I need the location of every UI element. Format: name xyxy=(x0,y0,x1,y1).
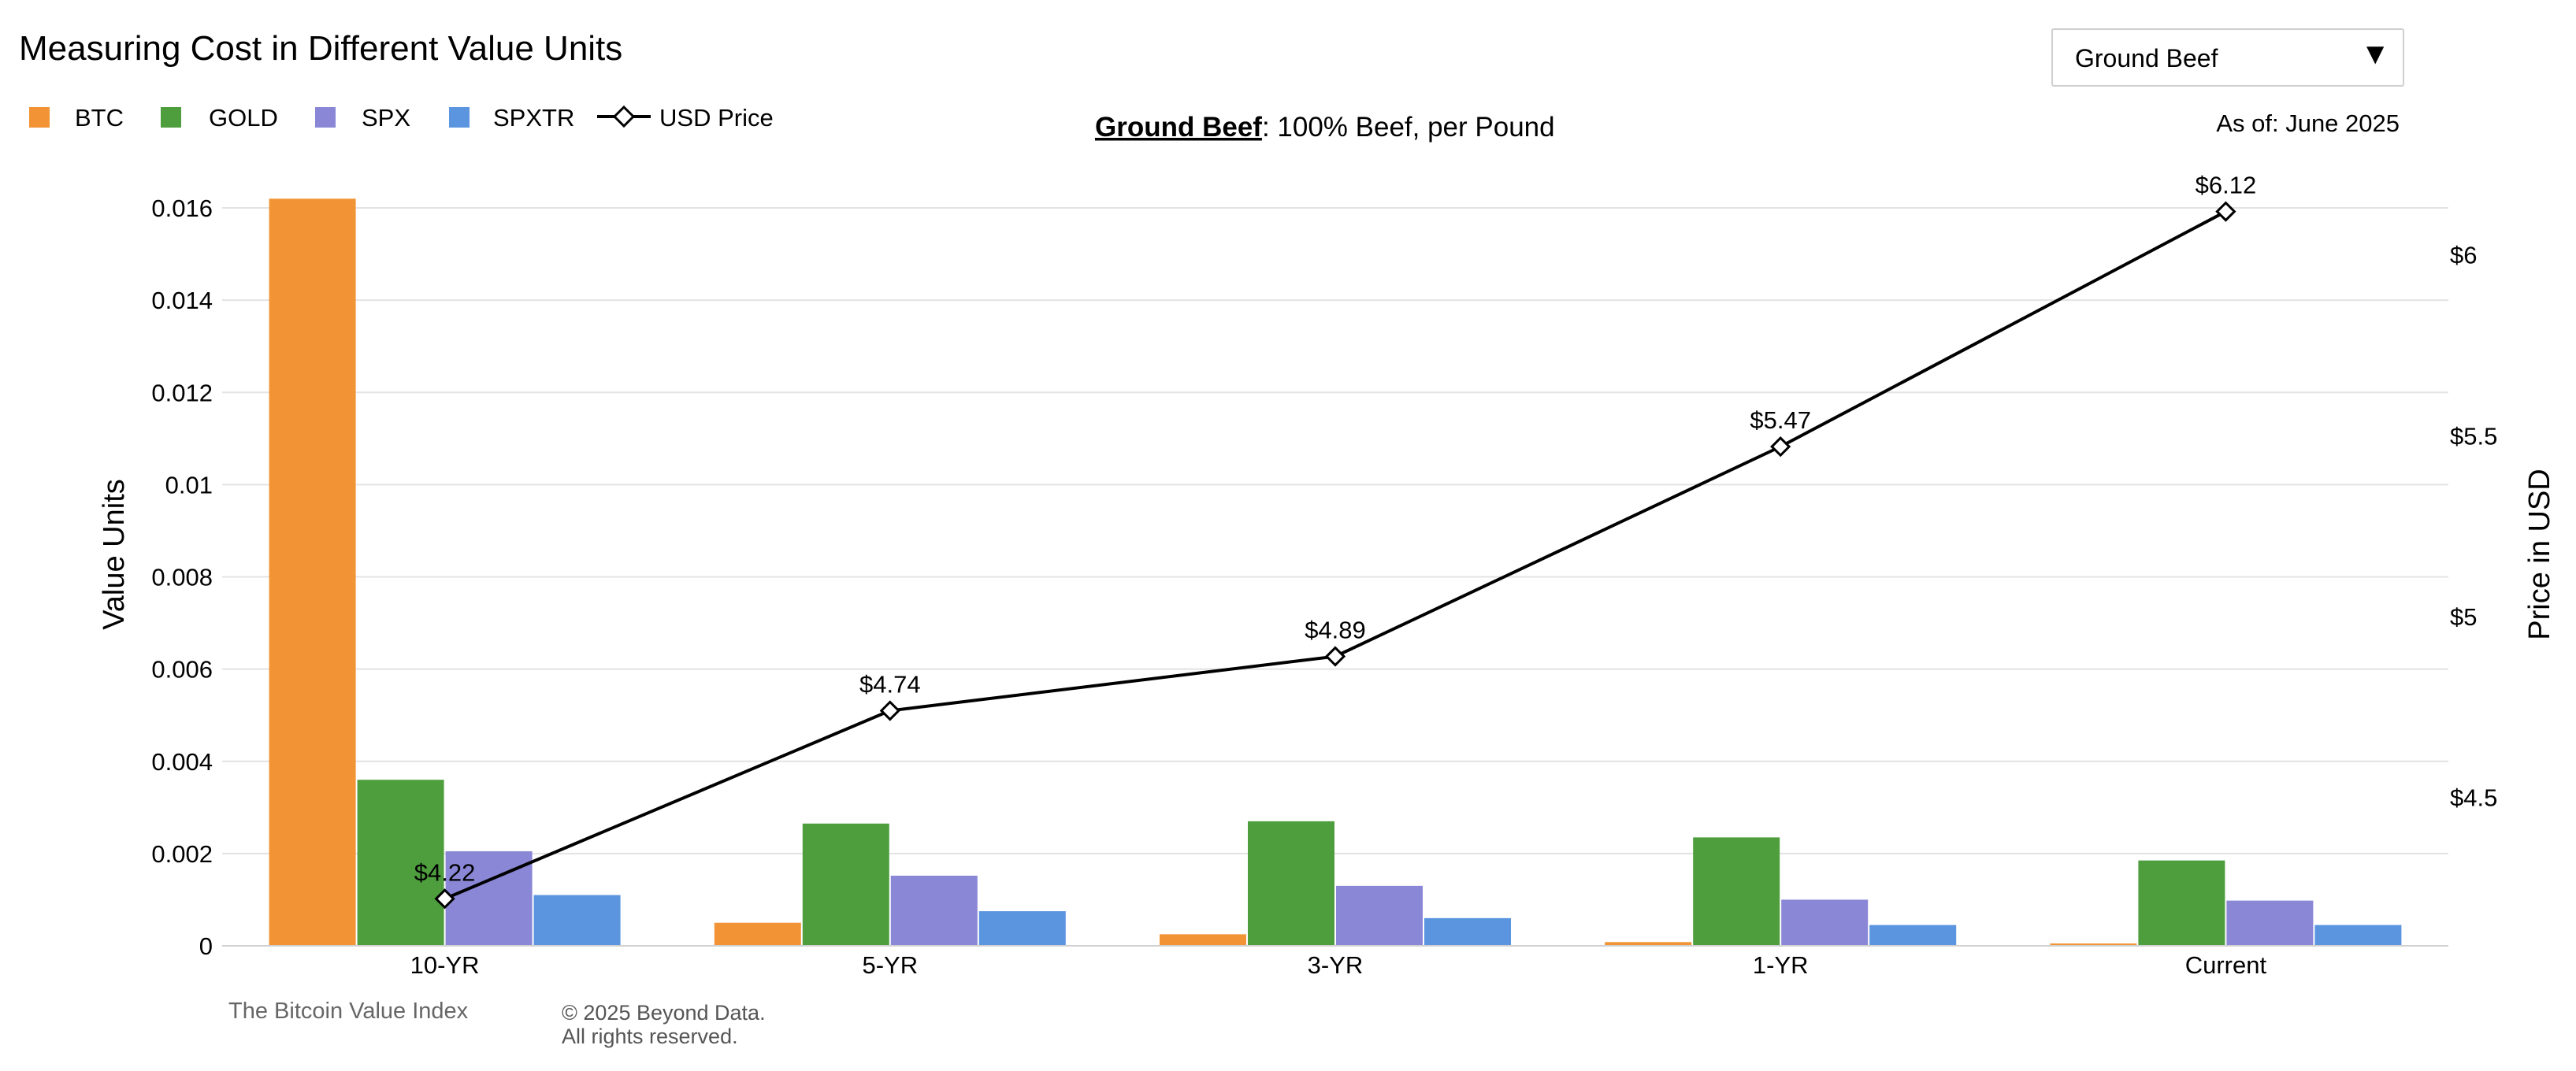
usd-price-line-series: $4.22 $4.74 $4.89 $5.47 $6.12 xyxy=(414,172,2257,910)
bar-gold xyxy=(802,823,889,946)
y2-tick-label: $5.5 xyxy=(2450,422,2497,450)
x-tick-label: 3-YR xyxy=(1308,951,1364,979)
commodity-select-value: Ground Beef xyxy=(2075,44,2218,72)
y2-tick-label: $4.5 xyxy=(2450,784,2497,812)
legend-label-usd-price: USD Price xyxy=(659,104,774,132)
y-tick-label: 0.002 xyxy=(151,840,213,868)
commodity-select[interactable]: Ground Beef ▼ xyxy=(2051,28,2404,87)
bar-spx xyxy=(2226,900,2314,946)
y2-axis-ticks: $4.5 $5 $5.5 $6 xyxy=(2450,242,2497,812)
bar-spxtr xyxy=(1869,925,1957,946)
bar-spxtr xyxy=(2314,925,2402,946)
usd-price-data-label: $4.22 xyxy=(414,858,476,886)
bar-gold xyxy=(1693,837,1780,946)
usd-price-point xyxy=(879,700,900,721)
x-tick-label: Current xyxy=(2185,951,2267,979)
y-tick-label: 0 xyxy=(199,932,213,960)
bar-btc xyxy=(714,922,801,946)
chart-subtitle: Ground Beef: 100% Beef, per Pound xyxy=(1095,112,1555,143)
legend-swatch-spx xyxy=(315,107,336,128)
bar-gold xyxy=(1248,821,1334,946)
y-axis-label: Value Units xyxy=(98,479,131,630)
y-axis-ticks: 0 0.002 0.004 0.006 0.008 0.01 0.012 0.014 0.016 xyxy=(151,195,213,960)
y-tick-label: 0.014 xyxy=(151,287,213,314)
footer-copyright-line2: All rights reserved. xyxy=(562,1025,738,1048)
y2-tick-label: $6 xyxy=(2450,242,2477,269)
usd-price-point xyxy=(1770,436,1791,458)
gridlines xyxy=(222,207,2448,854)
x-tick-label: 5-YR xyxy=(862,951,918,979)
usd-price-line xyxy=(444,209,2227,901)
legend-label-gold: GOLD xyxy=(209,104,278,132)
bar-spx xyxy=(1781,899,1869,946)
bar-btc xyxy=(1605,942,1692,946)
bar-gold xyxy=(2138,860,2225,946)
legend: BTC GOLD SPX SPXTR USD Price xyxy=(29,104,774,132)
y-tick-label: 0.008 xyxy=(151,564,213,591)
bar-btc xyxy=(1160,934,1246,946)
x-tick-label: 1-YR xyxy=(1753,951,1809,979)
y-tick-label: 0.01 xyxy=(165,471,213,498)
usd-price-data-label: $4.74 xyxy=(859,670,921,698)
legend-label-spxtr: SPXTR xyxy=(493,104,574,132)
usd-price-data-label: $5.47 xyxy=(1750,406,1811,434)
bar-btc xyxy=(269,198,356,947)
x-tick-label: 10-YR xyxy=(410,951,480,979)
as-of-date: As of: June 2025 xyxy=(2216,109,2400,137)
y-tick-label: 0.004 xyxy=(151,748,213,776)
bar-spxtr xyxy=(1424,917,1511,946)
chart-title: Measuring Cost in Different Value Units xyxy=(19,29,622,68)
usd-price-data-label: $6.12 xyxy=(2196,172,2257,199)
y-tick-label: 0.006 xyxy=(151,656,213,684)
x-axis-ticks: 10-YR 5-YR 3-YR 1-YR Current xyxy=(410,951,2267,979)
legend-label-btc: BTC xyxy=(75,104,124,132)
y-tick-label: 0.016 xyxy=(151,195,213,222)
usd-price-point xyxy=(2215,201,2236,222)
y2-tick-label: $5 xyxy=(2450,603,2477,631)
bar-btc xyxy=(2050,943,2137,946)
y-tick-label: 0.012 xyxy=(151,379,213,406)
legend-swatch-btc xyxy=(29,107,50,128)
bar-spx xyxy=(890,875,978,946)
usd-price-data-label: $4.89 xyxy=(1305,617,1366,644)
bar-gold xyxy=(357,780,444,946)
legend-swatch-spxtr xyxy=(449,107,470,128)
triangle-down-icon: ▼ xyxy=(2360,38,2390,71)
usd-price-point xyxy=(1324,646,1346,667)
bar-spx xyxy=(1336,885,1423,946)
legend-swatch-gold xyxy=(161,107,181,128)
footer-source: The Bitcoin Value Index xyxy=(228,999,469,1024)
bar-spxtr xyxy=(533,895,621,946)
legend-label-spx: SPX xyxy=(362,104,410,132)
bar-spxtr xyxy=(978,911,1066,946)
usd-price-point xyxy=(434,888,455,910)
subtitle-bold: Ground Beef xyxy=(1095,112,1262,143)
y2-axis-label: Price in USD xyxy=(2523,469,2556,640)
bars xyxy=(269,198,2402,947)
legend-swatch-usd-price-diamond xyxy=(612,105,636,128)
footer-copyright-line1: © 2025 Beyond Data. xyxy=(562,1001,766,1025)
subtitle-rest: : 100% Beef, per Pound xyxy=(1262,112,1555,143)
